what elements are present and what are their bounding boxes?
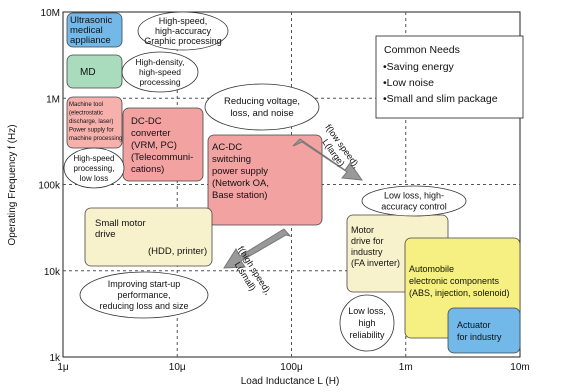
label-line: medical	[70, 25, 103, 36]
label-line: switching	[212, 154, 251, 165]
label-line: (VRM, PC)	[131, 140, 177, 151]
needs-item: •Small and slim package	[383, 93, 498, 105]
needs-box	[375, 35, 524, 119]
label-line: High-density,	[136, 57, 185, 67]
label-line: Graphic processing	[144, 36, 222, 46]
label-line: discharge, laser)	[69, 119, 113, 125]
label: Automobile electronic components (ABS, inj…	[409, 264, 510, 298]
label-line: Base station)	[212, 190, 267, 201]
label-line: DC-DC	[131, 116, 162, 127]
label-line: drive for	[351, 236, 384, 246]
label-line: performance,	[117, 290, 170, 300]
x-tick-label: 100μ	[280, 362, 303, 373]
label: Low loss, high-accuracy control	[381, 191, 447, 212]
x-tick-label: 10μ	[169, 362, 186, 373]
label-line: Reducing voltage,	[224, 96, 300, 107]
label-line: Actuator	[457, 320, 491, 330]
label-line: power supply	[212, 166, 268, 177]
label-line: loss, and noise	[230, 108, 293, 119]
label-line: converter	[131, 128, 171, 139]
region	[122, 107, 204, 182]
label-line: reliability	[349, 330, 385, 340]
label-line: (FA inverter)	[351, 258, 400, 268]
y-tick-label: 1M	[46, 94, 60, 105]
label-line: (electrostatic	[69, 111, 103, 117]
label: Improving start-up performance, reducing l…	[99, 279, 188, 311]
label-line: low loss	[80, 174, 108, 183]
label: Reducing voltage, loss, and noise	[224, 96, 300, 119]
label: AC-DC switching power supply (Network OA, Ba…	[212, 142, 269, 201]
region	[447, 307, 521, 354]
label-line: processing	[139, 77, 180, 87]
x-tick-label: 1μ	[57, 362, 69, 373]
annotation-ellipse	[204, 83, 320, 131]
label-line: reducing loss and size	[99, 301, 188, 311]
label-line: high-accuracy	[155, 26, 212, 36]
label-line: electronic components	[409, 276, 500, 286]
y-axis-label: Operating Frequency f (Hz)	[7, 124, 18, 245]
label: High-speed processing, low loss	[74, 154, 115, 183]
label-line: accuracy control	[381, 202, 447, 212]
x-tick-label: 1m	[399, 362, 413, 373]
label-line: industry	[351, 247, 383, 257]
y-tick-label: 100k	[38, 181, 61, 192]
arrow	[292, 138, 364, 181]
needs-item: •Saving energy	[383, 61, 455, 73]
label-line: Small motor	[95, 218, 146, 229]
label: High-speed, high-accuracy Graphic processi…	[144, 16, 222, 46]
region	[66, 12, 123, 48]
label: Actuator for industry	[457, 320, 502, 342]
label-line: Low loss,	[348, 306, 386, 316]
label: DC-DC converter (VRM, PC) (Telecommuni-cati…	[131, 116, 193, 175]
label-line: (Telecommuni-	[131, 152, 193, 163]
label-line: High-speed	[74, 154, 115, 163]
label: (HDD, printer)	[148, 246, 207, 257]
label-line: MD	[80, 67, 96, 78]
region	[84, 207, 213, 267]
label: Ultrasonic medical appliance	[70, 15, 112, 46]
label: Low loss, high reliability	[348, 306, 386, 340]
label-line: High-speed,	[159, 16, 208, 26]
label-line: Machine tool	[69, 102, 103, 108]
label: Small motor drive	[95, 218, 146, 240]
label-line: cations)	[131, 164, 164, 175]
label-line: Power supply for	[69, 128, 114, 134]
label: MD	[80, 67, 96, 78]
label-line: drive	[95, 229, 116, 240]
label-line: high	[358, 318, 375, 328]
annotation-ellipse	[339, 294, 395, 352]
label-line: Low loss, high-	[384, 191, 444, 201]
region	[207, 134, 323, 226]
annotation-ellipse	[361, 185, 467, 217]
x-tick-label: 10m	[510, 362, 529, 373]
annotation-ellipse	[79, 271, 209, 319]
x-axis-label: Load Inductance L (H)	[241, 376, 340, 387]
annotation-ellipse	[121, 51, 199, 93]
label-line: for industry	[457, 332, 502, 342]
arrow	[223, 228, 292, 269]
y-tick-label: 1k	[49, 353, 61, 364]
label-line: processing,	[74, 164, 115, 173]
label: High-density, high-speed processing	[136, 57, 185, 87]
y-tick-label: 10k	[44, 267, 61, 278]
needs-item: •Low noise	[383, 77, 434, 89]
annotation-ellipse	[137, 11, 229, 51]
label: Machine tool (electrostatic discharge, las…	[69, 102, 122, 142]
label-line: (HDD, printer)	[148, 246, 207, 257]
label-line: (Network OA,	[212, 178, 269, 189]
label-line: machine processing	[69, 136, 122, 142]
label-line: (ABS, injection, solenoid)	[409, 288, 510, 298]
label-line: AC-DC	[212, 142, 242, 153]
needs-title: Common Needs	[384, 44, 460, 56]
label: Motor drive for industry (FA inverter)	[351, 225, 400, 268]
label-line: Improving start-up	[108, 279, 181, 289]
label-line: appliance	[70, 35, 111, 46]
label-line: Motor	[351, 225, 374, 235]
label-line: Ultrasonic	[70, 15, 112, 26]
y-tick-label: 10M	[41, 8, 60, 19]
label-line: high-speed	[139, 67, 181, 77]
label-line: Automobile	[409, 264, 454, 274]
annotation-ellipse	[63, 147, 125, 189]
